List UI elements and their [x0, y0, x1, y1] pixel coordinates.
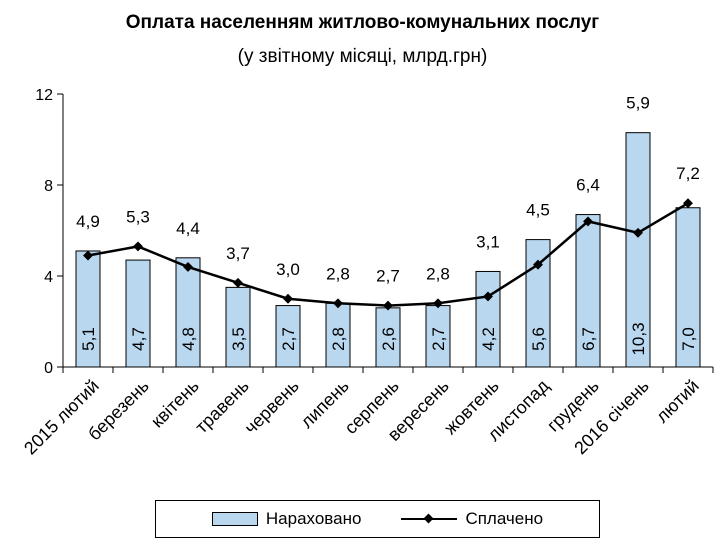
line-point — [683, 198, 693, 209]
y-tick-label: 0 — [44, 360, 53, 377]
line-value-label: 2,7 — [376, 267, 400, 286]
bar — [125, 259, 151, 368]
x-tick-label: червень — [241, 376, 303, 438]
line-value-label: 3,7 — [226, 244, 250, 263]
y-tick-label: 4 — [44, 269, 53, 286]
y-tick-label: 12 — [35, 87, 53, 104]
bar — [175, 257, 201, 368]
line-point — [233, 277, 243, 288]
line-point — [383, 300, 393, 311]
bar-value-label: 4,8 — [179, 327, 198, 351]
chart-subtitle: (у звітному місяці, млрд.грн) — [237, 46, 488, 67]
line-point — [133, 241, 143, 252]
line-value-label: 5,3 — [126, 207, 150, 226]
chart-legend: Нараховано Сплачено — [155, 500, 600, 538]
bar-value-label: 5,6 — [529, 327, 548, 351]
bar-value-label: 2,6 — [379, 327, 398, 351]
line-value-label: 3,1 — [476, 232, 500, 251]
line-value-label: 6,4 — [576, 176, 600, 195]
bar — [275, 305, 301, 368]
bar-value-label: 3,5 — [229, 327, 248, 351]
bar — [375, 307, 401, 368]
bar — [75, 250, 101, 368]
legend-label-accrued: Нараховано — [265, 509, 362, 528]
legend-item-accrued: Нараховано — [211, 509, 362, 529]
line-value-label: 2,8 — [426, 264, 450, 283]
chart-title: Оплата населенням житлово-комунальних по… — [125, 12, 600, 33]
y-tick-label: 8 — [44, 178, 53, 195]
bar-value-label: 5,1 — [79, 327, 98, 351]
line-point — [283, 293, 293, 304]
line-value-label: 4,9 — [76, 212, 100, 231]
line-point — [583, 216, 593, 227]
line-value-label: 5,9 — [626, 94, 650, 113]
bar-value-label: 4,2 — [479, 327, 498, 351]
line-point — [533, 259, 543, 270]
x-tick-label: 2015 лютий — [20, 376, 103, 459]
bar — [325, 302, 351, 368]
bar — [225, 286, 251, 368]
bar-value-label: 4,7 — [129, 327, 148, 351]
line-point — [333, 298, 343, 309]
bar — [625, 132, 651, 368]
line-value-label: 3,0 — [276, 260, 300, 279]
legend-item-paid: Сплачено — [401, 509, 543, 529]
legend-bar-swatch — [211, 512, 258, 526]
bar-value-label: 2,8 — [329, 327, 348, 351]
bar-value-label: 2,7 — [279, 327, 298, 351]
line-point — [183, 261, 193, 272]
bar-value-label: 7,0 — [679, 327, 698, 351]
line-value-label: 4,5 — [526, 201, 550, 220]
bar-value-label: 10,3 — [629, 322, 648, 355]
bar-value-label: 2,7 — [429, 327, 448, 351]
line-value-label: 2,8 — [326, 264, 350, 283]
legend-line-swatch — [401, 512, 458, 526]
bar — [475, 270, 501, 368]
line-value-label: 7,2 — [676, 164, 700, 183]
line-point — [633, 227, 643, 238]
bar — [675, 207, 701, 368]
legend-label-paid: Сплачено — [465, 509, 544, 528]
line-point — [433, 298, 443, 309]
line-value-label: 4,4 — [176, 219, 200, 238]
line-point — [483, 291, 493, 302]
x-tick-label: лютий — [652, 376, 703, 427]
bar-value-label: 6,7 — [579, 327, 598, 351]
bar — [575, 214, 601, 368]
